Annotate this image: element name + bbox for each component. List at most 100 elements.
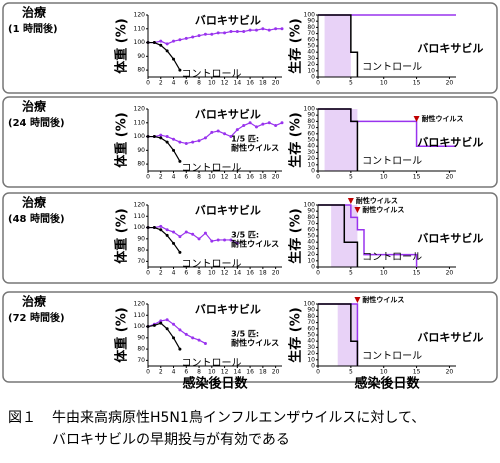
series-label: コントロール xyxy=(182,163,242,174)
panel-box xyxy=(2,96,498,188)
y-tick-label: 110 xyxy=(134,213,146,220)
resistance-label: 耐性ウイルス xyxy=(362,205,404,214)
data-point xyxy=(191,35,195,39)
y-tick-label: 100 xyxy=(304,301,316,308)
data-point xyxy=(254,28,258,32)
series-label: コントロール xyxy=(182,69,242,80)
data-point xyxy=(178,235,182,239)
data-point xyxy=(178,68,182,72)
series-label: コントロール xyxy=(362,62,422,73)
x-tick-label: 0 xyxy=(316,174,320,181)
series-line xyxy=(318,303,359,366)
y-tick-label: 80 xyxy=(137,346,145,353)
y-tick-label: 30 xyxy=(307,55,315,62)
series-label: コントロール xyxy=(362,351,422,362)
data-point xyxy=(159,228,163,232)
data-point xyxy=(280,27,284,31)
y-tick-label: 90 xyxy=(307,18,315,25)
y-tick-label: 90 xyxy=(307,307,315,314)
series-label: バロキサビル xyxy=(195,302,261,316)
series-line xyxy=(148,41,181,71)
y-tick-label: 90 xyxy=(307,112,315,119)
y-tick-label: 90 xyxy=(137,147,145,154)
data-point xyxy=(159,39,163,43)
y-tick-label: 40 xyxy=(307,338,315,345)
data-point xyxy=(172,148,176,152)
data-point xyxy=(172,137,176,141)
series-label: バロキサビル xyxy=(195,13,261,27)
y-tick-label: 60 xyxy=(307,130,315,137)
treatment-label: 治療 xyxy=(22,294,46,309)
treatment-label: 治療 xyxy=(22,5,46,20)
caption-line: 牛由来高病原性H5N1鳥インフルエンザウイルスに対して、 xyxy=(52,409,425,426)
x-tick-label: 20 xyxy=(446,270,454,277)
data-point xyxy=(191,336,195,340)
y-tick-label: 70 xyxy=(307,30,315,37)
x-axis-label: 感染後日数 xyxy=(354,376,420,392)
data-point xyxy=(165,228,169,232)
y-tick-label: 70 xyxy=(307,124,315,131)
data-point xyxy=(178,159,182,163)
series-label: バロキサビル xyxy=(417,41,483,55)
resistance-note: 耐性ウイルス xyxy=(231,239,279,249)
x-tick-label: 20 xyxy=(446,80,454,87)
data-point xyxy=(229,135,233,139)
y-tick-label: 80 xyxy=(137,247,145,254)
y-axis-label: 生存 (%) xyxy=(288,18,304,73)
x-tick-label: 0 xyxy=(316,80,320,87)
resistance-marker xyxy=(347,198,354,204)
series-line xyxy=(147,319,206,344)
y-tick-label: 80 xyxy=(307,118,315,125)
x-tick-label: 14 xyxy=(234,174,242,181)
data-point xyxy=(223,132,227,136)
data-point xyxy=(216,31,220,35)
x-tick-label: 2 xyxy=(159,80,163,87)
series-label: バロキサビル xyxy=(417,231,483,245)
y-tick-label: 10 xyxy=(307,161,315,168)
y-axis-label: 生存 (%) xyxy=(288,307,304,362)
x-tick-label: 10 xyxy=(380,174,388,181)
y-tick-label: 10 xyxy=(307,257,315,264)
data-point xyxy=(203,341,207,345)
data-point xyxy=(146,226,150,230)
treatment-label: 治療 xyxy=(22,99,46,114)
data-point xyxy=(267,28,271,32)
y-tick-label: 110 xyxy=(134,312,146,319)
data-point xyxy=(216,238,220,242)
resistance-label: 耐性ウイルス xyxy=(356,196,398,205)
x-tick-label: 4 xyxy=(172,369,176,376)
data-point xyxy=(203,32,207,36)
resistance-note: 3/5 匹: xyxy=(231,231,259,240)
data-point xyxy=(146,135,150,139)
x-tick-label: 0 xyxy=(316,369,320,376)
treatment-period xyxy=(324,15,351,77)
y-tick-label: 50 xyxy=(307,137,315,144)
y-axis-label: 体重 (%) xyxy=(114,307,130,362)
data-point xyxy=(254,125,258,129)
y-tick-label: 10 xyxy=(307,356,315,363)
data-point xyxy=(274,27,278,31)
x-tick-label: 16 xyxy=(246,80,254,87)
x-tick-label: 12 xyxy=(221,174,229,181)
y-axis-label: 生存 (%) xyxy=(288,208,304,263)
x-tick-label: 15 xyxy=(413,80,421,87)
series-label: コントロール xyxy=(362,156,422,167)
y-tick-label: 20 xyxy=(307,251,315,258)
data-point xyxy=(197,139,201,143)
y-tick-label: 20 xyxy=(307,350,315,357)
y-tick-label: 50 xyxy=(307,43,315,50)
y-tick-label: 120 xyxy=(134,202,146,209)
series-line xyxy=(318,108,359,171)
y-tick-label: 110 xyxy=(134,119,146,126)
x-tick-label: 10 xyxy=(380,369,388,376)
series-line xyxy=(318,204,418,267)
series-line xyxy=(147,322,181,350)
y-tick-label: 120 xyxy=(134,106,146,113)
x-tick-label: 0 xyxy=(146,369,150,376)
data-point xyxy=(280,121,284,125)
data-point xyxy=(229,30,233,34)
treatment-period xyxy=(337,304,358,366)
x-tick-label: 4 xyxy=(172,174,176,181)
y-tick-label: 70 xyxy=(307,220,315,227)
y-tick-label: 30 xyxy=(307,245,315,252)
